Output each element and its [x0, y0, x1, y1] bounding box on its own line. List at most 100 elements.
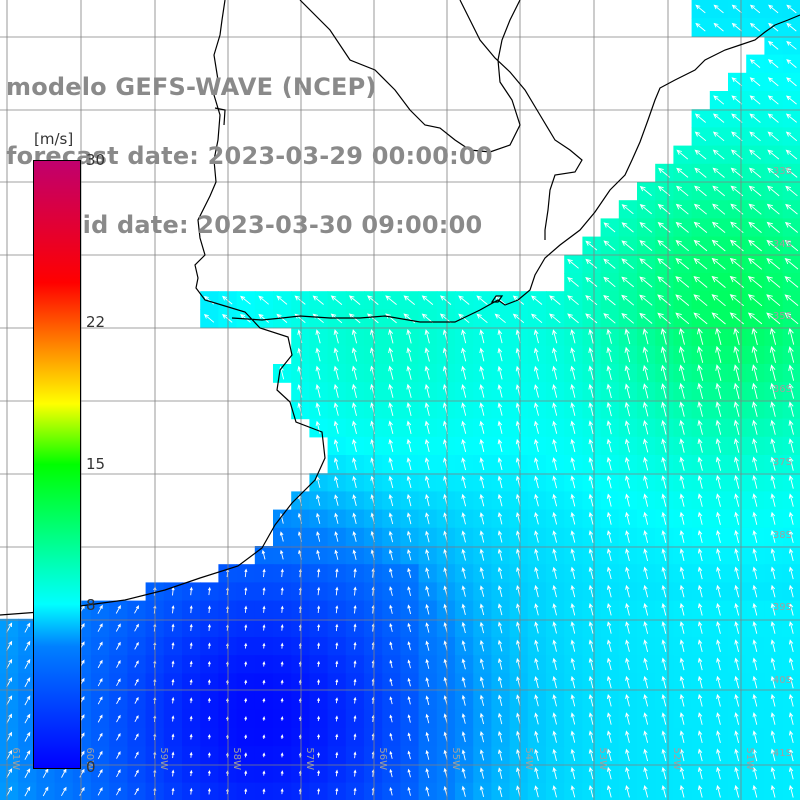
wind-arrow [330, 295, 343, 305]
wind-arrow [425, 585, 430, 597]
wind-arrow [588, 530, 594, 543]
wind-arrow [733, 419, 740, 435]
wind-arrow [461, 713, 466, 724]
wind-arrow [534, 676, 539, 689]
field-cell [782, 200, 800, 219]
wind-arrow [352, 531, 357, 542]
wind-arrow [625, 639, 630, 652]
wind-arrow [731, 4, 742, 14]
wind-arrow [711, 275, 726, 288]
wind-arrow [624, 401, 631, 417]
wind-arrow [661, 584, 667, 598]
wind-arrow [715, 327, 722, 346]
wind-arrow [570, 785, 576, 798]
wind-arrow [784, 312, 799, 325]
wind-arrow [767, 167, 780, 178]
wind-arrow [351, 402, 357, 416]
wind-arrow [134, 751, 139, 759]
wind-arrow [697, 693, 703, 707]
wind-arrow [661, 657, 667, 671]
wind-arrow [425, 767, 430, 779]
wind-arrow [497, 548, 503, 561]
wind-arrow [424, 402, 430, 416]
wind-arrow [643, 548, 649, 562]
field-cell [782, 546, 800, 565]
field-cell [782, 582, 800, 602]
wind-arrow [643, 621, 649, 634]
wind-arrow [406, 347, 412, 362]
wind-arrow [621, 240, 634, 251]
wind-arrow [661, 675, 667, 689]
longitude-label: 61W [10, 747, 21, 770]
wind-arrow [734, 639, 740, 653]
wind-arrow [425, 658, 430, 669]
wind-arrow [333, 420, 339, 434]
wind-arrow [697, 419, 703, 435]
wind-arrow [334, 512, 339, 524]
wind-arrow [661, 475, 667, 489]
wind-arrow [642, 383, 649, 399]
field-cell [782, 637, 800, 656]
wind-arrow [588, 639, 594, 652]
wind-arrow [534, 694, 539, 707]
wind-arrow [625, 566, 630, 580]
wind-arrow [788, 730, 794, 744]
wind-arrow [244, 587, 248, 595]
wind-arrow [770, 548, 776, 562]
field-cell [782, 345, 800, 365]
wind-arrow [407, 768, 411, 778]
wind-arrow [479, 493, 485, 507]
wind-arrow [385, 313, 397, 324]
wind-arrow [770, 474, 776, 489]
wind-arrow [734, 657, 740, 671]
wind-arrow [588, 748, 594, 762]
wind-arrow [389, 750, 393, 759]
wind-arrow [788, 364, 795, 381]
wind-arrow [621, 204, 634, 215]
wind-arrow [661, 602, 667, 616]
wind-arrow [315, 329, 321, 344]
wind-arrow [207, 697, 211, 703]
wind-arrow [679, 602, 685, 616]
wind-arrow [425, 786, 430, 797]
wind-arrow [552, 730, 557, 743]
wind-arrow [713, 95, 725, 105]
wind-arrow [552, 785, 557, 798]
wind-arrow [625, 511, 630, 525]
wind-arrow [461, 420, 467, 434]
wind-arrow [606, 566, 612, 580]
wind-arrow [697, 584, 703, 598]
wind-arrow [458, 313, 470, 324]
longitude-labels: 61W 60W 59W 58W 57W 56W 55W 54W 53W 52W 51W [10, 747, 755, 770]
longitude-label: 51W [744, 747, 755, 770]
wind-arrow [461, 749, 466, 761]
wind-arrow [97, 768, 103, 778]
wind-arrow [603, 294, 616, 306]
wind-arrow [661, 493, 667, 507]
wind-arrow [711, 312, 726, 325]
wind-arrow [752, 438, 758, 453]
field-cell [782, 382, 800, 401]
wind-arrow [770, 657, 776, 671]
wind-arrow [461, 694, 466, 706]
wind-arrow [567, 295, 579, 306]
wind-arrow [280, 752, 284, 758]
wind-arrow [751, 364, 758, 382]
wind-arrow [262, 788, 266, 795]
wind-arrow [134, 641, 139, 650]
wind-arrow [643, 456, 649, 471]
wind-arrow [588, 621, 594, 634]
wind-arrow [679, 382, 685, 399]
wind-arrow [497, 621, 503, 634]
wind-arrow [461, 603, 466, 616]
wind-arrow [479, 420, 485, 434]
wind-arrow [693, 239, 708, 252]
wind-arrow [751, 401, 758, 417]
wind-arrow [24, 768, 31, 779]
wind-arrow [734, 621, 740, 634]
wind-arrow [189, 623, 193, 632]
colorbar-tick: 22 [86, 312, 106, 331]
wind-arrow [353, 769, 357, 777]
wind-arrow [97, 732, 103, 741]
